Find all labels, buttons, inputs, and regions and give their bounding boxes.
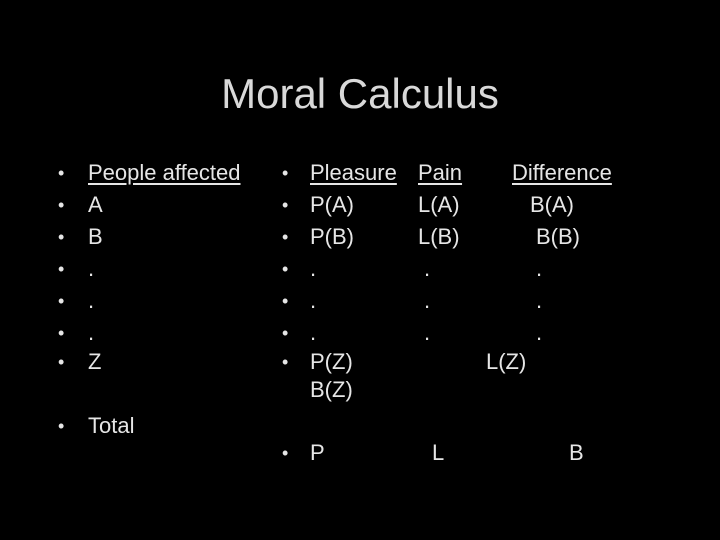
difference-value: B(Z) — [310, 377, 353, 402]
bullet-dot: • — [58, 352, 65, 372]
pain-value: . — [424, 320, 431, 345]
bullet-dot: • — [58, 195, 65, 215]
pain-value: L(B) — [418, 224, 460, 249]
bullet-dot: • — [58, 227, 65, 247]
pleasure-total: P — [310, 440, 325, 465]
person-item: B — [88, 224, 103, 249]
total-label: Total — [88, 413, 135, 438]
people-affected-header: People affected — [88, 160, 241, 185]
difference-header: Difference — [512, 160, 612, 185]
pleasure-value: . — [310, 288, 317, 313]
person-item: . — [88, 288, 95, 313]
bullet-dot: • — [282, 195, 289, 215]
difference-value: . — [536, 320, 543, 345]
person-item: . — [88, 320, 95, 345]
pleasure-value: P(A) — [310, 192, 354, 217]
difference-total: B — [569, 440, 584, 465]
bullet-dot: • — [58, 416, 65, 436]
person-item: A — [88, 192, 103, 217]
bullet-dot: • — [282, 163, 289, 183]
bullet-dot: • — [282, 291, 289, 311]
bullet-dot: • — [282, 352, 289, 372]
bullet-dot: • — [282, 259, 289, 279]
pain-value: L(A) — [418, 192, 460, 217]
pleasure-value: . — [310, 256, 317, 281]
bullet-dot: • — [282, 227, 289, 247]
difference-value: B(A) — [530, 192, 574, 217]
bullet-dot: • — [282, 443, 289, 463]
pleasure-value: P(Z) — [310, 349, 353, 374]
difference-value: . — [536, 288, 543, 313]
pain-value: L(Z) — [486, 349, 527, 374]
difference-value: . — [536, 256, 543, 281]
pain-value: . — [424, 256, 431, 281]
person-item: Z — [88, 349, 102, 374]
difference-value: B(B) — [536, 224, 580, 249]
pain-value: . — [424, 288, 431, 313]
slide-title: Moral Calculus — [221, 70, 499, 117]
bullet-dot: • — [58, 259, 65, 279]
bullet-dot: • — [282, 323, 289, 343]
bullet-dot: • — [58, 323, 65, 343]
bullet-dot: • — [58, 163, 65, 183]
pleasure-value: P(B) — [310, 224, 354, 249]
pain-total: L — [432, 440, 445, 465]
person-item: . — [88, 256, 95, 281]
bullet-dot: • — [58, 291, 65, 311]
pleasure-value: . — [310, 320, 317, 345]
pain-header: Pain — [418, 160, 463, 185]
pleasure-header: Pleasure — [310, 160, 397, 185]
